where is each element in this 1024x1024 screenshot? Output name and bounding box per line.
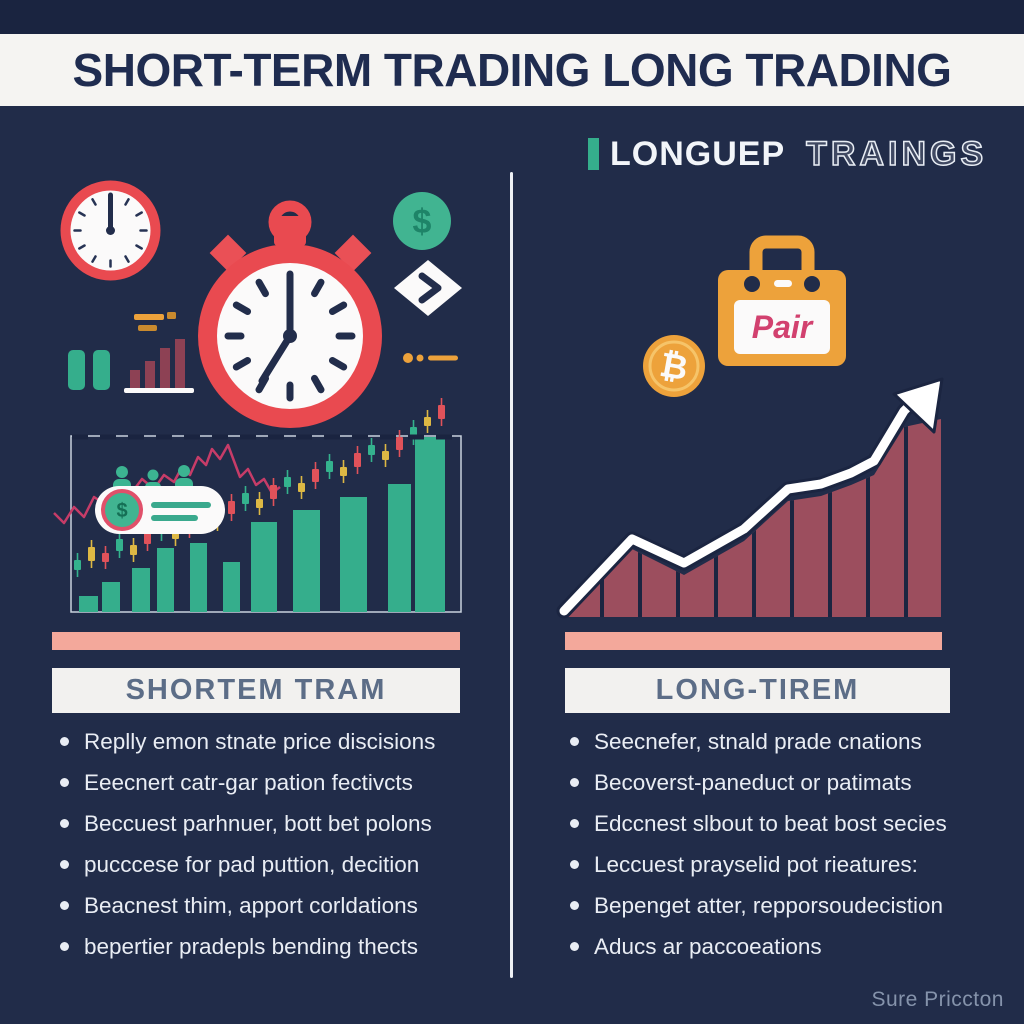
list-item: pucccese for pad puttion, decition xyxy=(60,844,500,885)
watermark: Sure Priccton xyxy=(871,988,1004,1011)
column-divider xyxy=(510,172,513,978)
page-title: SHORT-TERM TRADING LONG TRADING xyxy=(72,44,952,96)
growth-line xyxy=(559,402,913,616)
dollar-coin-icon: $ xyxy=(393,192,451,250)
header-banner: SHORT-TERM TRADING LONG TRADING xyxy=(0,34,1024,106)
dollar-symbol: $ xyxy=(413,203,432,241)
bullet-dot xyxy=(60,901,69,910)
bullet-dot xyxy=(570,819,579,828)
list-item: Beacnest thim, apport corldations xyxy=(60,885,500,926)
clock-icon xyxy=(60,180,161,281)
list-item: Aducs ar paccoeations xyxy=(570,926,1015,967)
list-item: Becoverst-paneduct or patimats xyxy=(570,762,1015,803)
bullet-text: Beccuest parhnuer, bott bet polons xyxy=(84,810,432,836)
right-accent-bar xyxy=(565,632,942,650)
clock-ticks xyxy=(73,193,148,268)
text-lines-icon xyxy=(134,312,176,331)
bullet-text: Becoverst-paneduct or patimats xyxy=(594,769,912,795)
dots-dash-icon xyxy=(403,353,458,363)
bitcoin-symbol: ₿ xyxy=(657,346,691,388)
bullet-dot xyxy=(60,942,69,951)
list-item: Seecnefer, stnald prade cnations xyxy=(570,721,1015,762)
calendar-label: Pair xyxy=(752,309,814,345)
bullet-dot xyxy=(570,901,579,910)
stopwatch-icon xyxy=(198,200,382,428)
bullet-text: pucccese for pad puttion, decition xyxy=(84,851,420,877)
list-item: Eeecnert catr-gar pation fectivcts xyxy=(60,762,500,803)
bullet-text: Eeecnert catr-gar pation fectivcts xyxy=(84,769,413,795)
bullet-dot xyxy=(570,778,579,787)
left-bullet-list: Replly emon stnate price discisions Eeec… xyxy=(60,721,500,967)
bullet-text: Leccuest prayselid pot rieatures: xyxy=(594,851,918,877)
bullet-text: Beacnest thim, apport corldations xyxy=(84,892,418,918)
right-section-header-bar: LONG-TIREM xyxy=(565,668,950,713)
up-arrow-icon xyxy=(892,377,944,434)
bullet-text: Replly emon stnate price discisions xyxy=(84,728,436,754)
right-heading-outline: TRAINGS xyxy=(805,134,988,174)
bullet-dot xyxy=(60,737,69,746)
top-border-strip xyxy=(0,0,1024,34)
price-card-icon: $ xyxy=(95,465,225,534)
list-item: Bepenget atter, repporsoudecistion xyxy=(570,885,1015,926)
bullet-text: bepertier pradepls bending thects xyxy=(84,933,418,959)
list-item: Replly emon stnate price discisions xyxy=(60,721,500,762)
short-term-candlestick-chart: $ xyxy=(53,398,462,613)
pause-bars-icon xyxy=(68,350,110,390)
left-section-title: SHORTEM TRAM xyxy=(125,674,387,706)
right-section-title: LONG-TIREM xyxy=(655,674,860,706)
list-item: Edccnest slbout to beat bost secies xyxy=(570,803,1015,844)
mini-bars xyxy=(130,339,185,388)
heading-accent-tab xyxy=(588,138,599,170)
calendar-icon: Pair xyxy=(718,235,846,366)
diamond-arrow-icon xyxy=(394,260,462,316)
left-accent-bar xyxy=(52,632,460,650)
long-term-growth-chart xyxy=(556,377,944,619)
left-section-header-bar: SHORTEM TRAM xyxy=(52,668,460,713)
bullet-text: Aducs ar paccoeations xyxy=(594,933,822,959)
bullet-dot xyxy=(570,942,579,951)
bullet-dot xyxy=(570,737,579,746)
bullet-text: Bepenget atter, repporsoudecistion xyxy=(594,892,943,918)
list-item: bepertier pradepls bending thects xyxy=(60,926,500,967)
bullet-text: Edccnest slbout to beat bost secies xyxy=(594,810,947,836)
bitcoin-icon: ₿ xyxy=(643,335,705,397)
bullet-dot xyxy=(570,860,579,869)
price-bars xyxy=(79,437,445,612)
bullet-text: Seecnefer, stnald prade cnations xyxy=(594,728,922,754)
card-dollar-symbol: $ xyxy=(116,500,127,522)
right-heading: LONGUEP TRAINGS xyxy=(588,134,987,174)
mini-bar-chart-icon xyxy=(124,339,194,393)
bullet-dot xyxy=(60,778,69,787)
bullet-dot xyxy=(60,860,69,869)
right-bullet-list: Seecnefer, stnald prade cnations Becover… xyxy=(570,721,1015,967)
bullet-dot xyxy=(60,819,69,828)
list-item: Leccuest prayselid pot rieatures: xyxy=(570,844,1015,885)
growth-area xyxy=(564,419,941,617)
right-heading-solid: LONGUEP xyxy=(610,134,786,173)
list-item: Beccuest parhnuer, bott bet polons xyxy=(60,803,500,844)
